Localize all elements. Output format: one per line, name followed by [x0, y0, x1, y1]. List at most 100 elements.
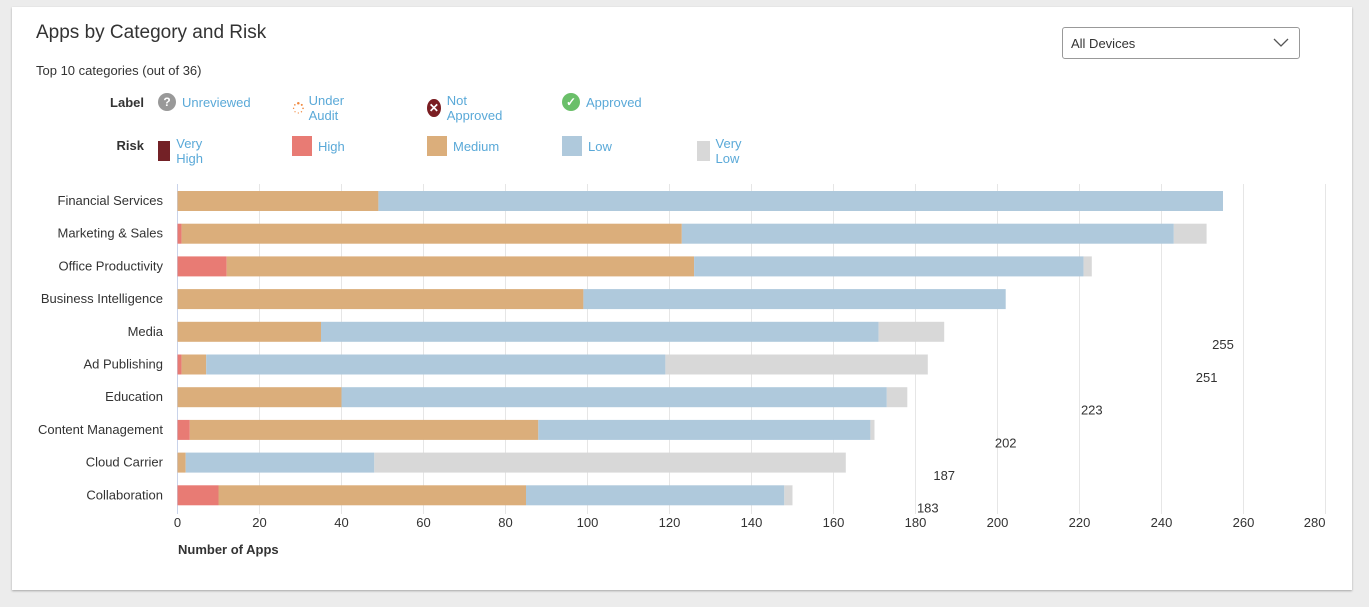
device-select-value: All Devices	[1071, 36, 1136, 51]
bar-segment-medium	[226, 256, 695, 277]
device-select[interactable]: All Devices	[1062, 27, 1300, 59]
bar-segment-medium	[177, 321, 321, 342]
legend-low-label: Low	[588, 138, 612, 154]
legend-not-approved[interactable]: ✕ Not Approved	[427, 93, 507, 123]
x-tick-label: 140	[741, 515, 763, 530]
bar-segment-very-low	[870, 419, 875, 440]
bar-segment-low	[538, 419, 871, 440]
legend-not-approved-label: Not Approved	[446, 93, 503, 123]
x-tick-label: 280	[1304, 515, 1326, 530]
category-label: Media	[128, 324, 164, 339]
bar-segment-medium	[177, 387, 342, 408]
data-label: 183	[917, 501, 939, 516]
legend-medium-label: Medium	[453, 138, 500, 154]
risk-legend-key: Risk	[116, 138, 144, 153]
x-tick-label: 120	[659, 515, 681, 530]
bar-segment-medium	[177, 289, 584, 310]
legend-very-low-label: Very Low	[715, 136, 742, 166]
data-label: 187	[933, 468, 955, 483]
bar-segment-low	[185, 452, 375, 473]
bar-segment-medium	[218, 485, 526, 506]
label-legend-key: Label	[110, 95, 144, 110]
high-swatch	[292, 136, 312, 156]
data-label: 255	[1212, 337, 1234, 352]
x-circle-icon: ✕	[427, 99, 441, 117]
bar-segment-high	[177, 419, 190, 440]
x-axis-title: Number of Apps	[178, 542, 279, 557]
legend-unreviewed[interactable]: ? Unreviewed	[158, 93, 251, 111]
x-tick-label: 80	[498, 515, 512, 530]
bar-segment-very-low	[665, 354, 928, 375]
legend-low[interactable]: Low	[562, 136, 612, 156]
x-tick-label: 40	[334, 515, 348, 530]
x-tick-label: 60	[416, 515, 430, 530]
bar-segment-low	[526, 485, 785, 506]
legend-very-high[interactable]: Very High	[158, 136, 211, 166]
bar-segment-medium	[181, 354, 207, 375]
legend-under-audit[interactable]: Under Audit	[292, 93, 351, 123]
legend-high[interactable]: High	[292, 136, 345, 156]
category-label: Education	[105, 389, 163, 404]
bar-segment-low	[321, 321, 879, 342]
bar-segment-medium	[181, 223, 682, 244]
chart-panel: Apps by Category and Risk Top 10 categor…	[12, 7, 1352, 590]
bar-segment-medium	[177, 452, 186, 473]
chart-subtitle: Top 10 categories (out of 36)	[36, 63, 202, 78]
chart-title: Apps by Category and Risk	[36, 22, 267, 43]
category-label: Ad Publishing	[84, 357, 164, 372]
medium-swatch	[427, 136, 447, 156]
bar-segment-very-low	[1083, 256, 1092, 277]
legend-unreviewed-label: Unreviewed	[182, 94, 251, 110]
data-label: 251	[1196, 370, 1218, 385]
x-tick-label: 200	[987, 515, 1009, 530]
bar-segment-low	[206, 354, 666, 375]
bar-segment-very-low	[784, 485, 793, 506]
question-circle-icon: ?	[158, 93, 176, 111]
legend-very-low[interactable]: Very Low	[697, 136, 749, 166]
category-label: Office Productivity	[58, 258, 163, 273]
category-label: Collaboration	[86, 487, 163, 502]
legend-high-label: High	[318, 138, 345, 154]
bar-segment-high	[177, 354, 182, 375]
x-tick-label: 240	[1151, 515, 1173, 530]
category-label: Business Intelligence	[41, 291, 163, 306]
bar-segment-medium	[189, 419, 539, 440]
bar-segment-very-low	[1173, 223, 1207, 244]
legend-approved[interactable]: ✓ Approved	[562, 93, 642, 111]
bar-segment-low	[694, 256, 1084, 277]
very-high-swatch	[158, 141, 171, 161]
low-swatch	[562, 136, 582, 156]
x-tick-label: 260	[1233, 515, 1255, 530]
bar-segment-medium	[177, 191, 379, 211]
legend-under-audit-label: Under Audit	[308, 93, 345, 123]
bar-segment-low	[681, 223, 1174, 244]
category-label: Cloud Carrier	[86, 455, 164, 470]
x-tick-label: 20	[252, 515, 266, 530]
data-label: 223	[1081, 403, 1103, 418]
x-tick-label: 160	[823, 515, 845, 530]
check-circle-icon: ✓	[562, 93, 580, 111]
category-label: Financial Services	[58, 193, 164, 208]
bar-segment-low	[583, 289, 1006, 310]
legend-very-high-label: Very High	[176, 136, 203, 166]
bar-segment-low	[341, 387, 887, 408]
bar-segment-very-low	[886, 387, 908, 408]
x-tick-label: 0	[174, 515, 181, 530]
legend-approved-label: Approved	[586, 94, 642, 110]
dotted-circle-icon	[292, 102, 304, 114]
chevron-down-icon	[1273, 38, 1289, 47]
stacked-bar-chart: 0 20 40 60 80 100 120 140 160 180 200 220 240 260 280 F…	[38, 184, 1326, 530]
bar-segment-high	[177, 223, 182, 244]
x-tick-label: 180	[905, 515, 927, 530]
very-low-swatch	[697, 141, 710, 161]
category-label: Content Management	[38, 422, 163, 437]
category-label: Marketing & Sales	[58, 226, 164, 241]
bar-segment-very-low	[374, 452, 846, 473]
bar-segment-low	[378, 191, 1223, 211]
bar-segment-high	[177, 256, 227, 277]
bar-segment-high	[177, 485, 219, 506]
legend-medium[interactable]: Medium	[427, 136, 499, 156]
x-tick-label: 100	[577, 515, 599, 530]
data-label: 202	[995, 435, 1017, 450]
bar-segment-very-low	[878, 321, 945, 342]
